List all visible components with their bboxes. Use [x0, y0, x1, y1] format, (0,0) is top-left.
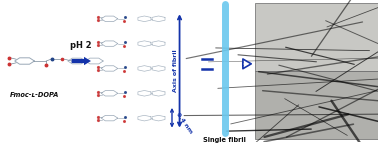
Text: pH 2: pH 2 [70, 41, 92, 50]
Text: Single fibril: Single fibril [203, 137, 246, 143]
FancyArrowPatch shape [71, 57, 91, 65]
Text: Fmoc-ʟ-DOPA: Fmoc-ʟ-DOPA [10, 92, 59, 98]
Bar [255, 71, 378, 139]
Text: 0.4 nm: 0.4 nm [175, 112, 193, 135]
Bar [255, 3, 378, 71]
Text: Axis of fibril: Axis of fibril [172, 50, 178, 92]
FancyArrowPatch shape [243, 59, 251, 69]
